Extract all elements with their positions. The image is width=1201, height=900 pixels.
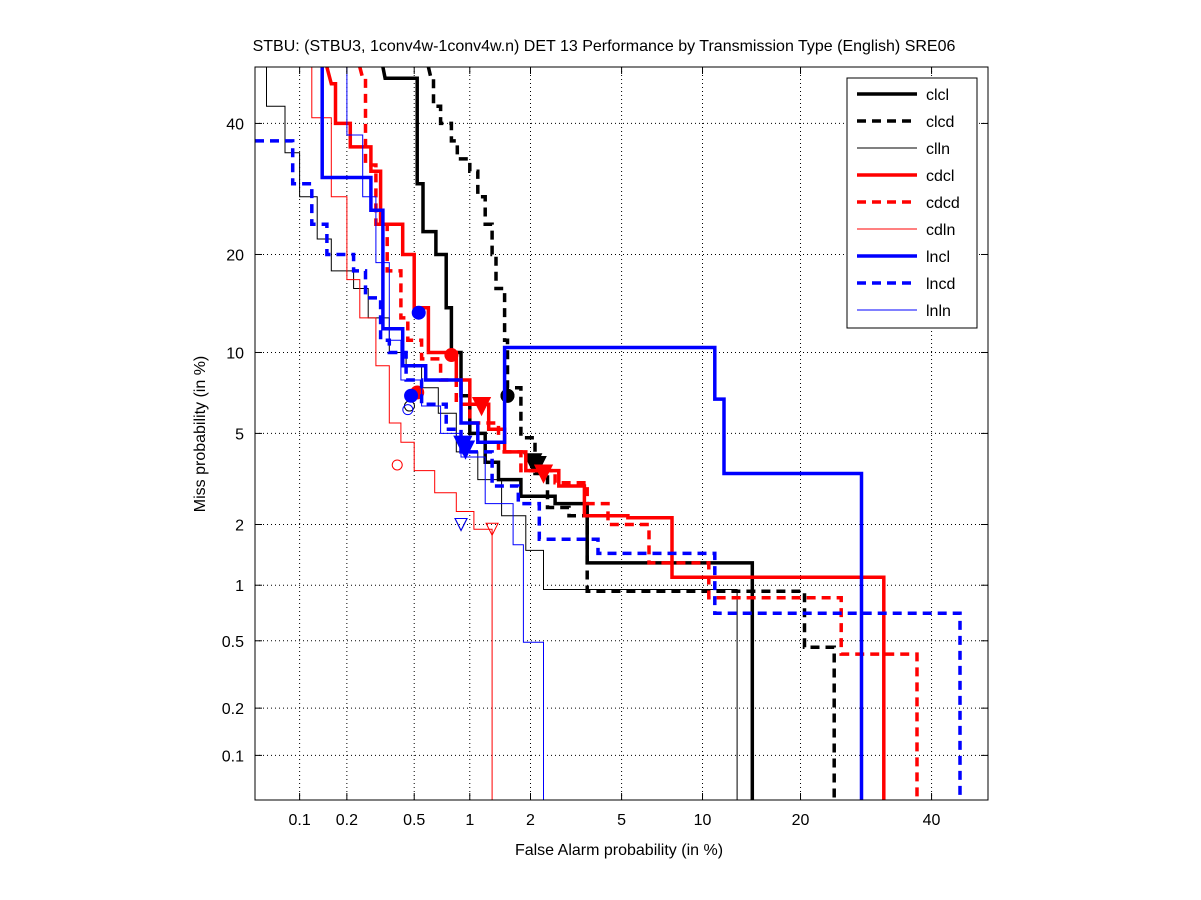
series-line-cdln: [311, 67, 493, 800]
y-axis-label: Miss probability (in %): [192, 356, 209, 512]
y-axis-ticks: 0.1 0.2 0.5 1 2 5 10 20 40: [222, 116, 988, 765]
x-tick-label: 20: [792, 812, 810, 829]
legend-label-cdcl: cdcl: [926, 168, 954, 185]
series-layer: [255, 67, 962, 800]
actual-dcf-marker-cdln: [485, 522, 499, 537]
min-dcf-marker-cdcd: [444, 348, 459, 363]
legend-label-cdcd: cdcd: [926, 195, 960, 212]
chart-title: STBU: (STBU3, 1conv4w-1conv4w.n) DET 13 …: [253, 38, 956, 55]
actual-dcf-marker-lncd: [453, 435, 473, 455]
x-tick-label: 0.2: [336, 812, 358, 829]
series-line-clln: [266, 67, 738, 800]
x-tick-label: 0.5: [403, 812, 425, 829]
y-tick-label: 0.1: [222, 748, 244, 765]
min-dcf-marker-lncl: [411, 305, 426, 320]
x-tick-label: 40: [923, 812, 941, 829]
y-tick-label: 1: [235, 578, 244, 595]
legend-label-lncl: lncl: [926, 249, 950, 266]
actual-dcf-marker-cdcd: [533, 464, 554, 484]
legend-label-clcd: clcd: [926, 114, 954, 131]
y-tick-label: 0.5: [222, 634, 244, 651]
min-dcf-marker-lnln: [402, 404, 414, 416]
legend: clcl clcd clln cdcl cdcd cdln lncl lncd lnln: [846, 77, 978, 329]
legend-label-lnln: lnln: [926, 303, 951, 320]
series-line-cdcd: [358, 67, 919, 800]
y-tick-label: 5: [235, 426, 244, 443]
legend-label-clcl: clcl: [926, 87, 949, 104]
x-tick-label: 1: [465, 812, 474, 829]
min-dcf-marker-lncd: [404, 388, 419, 403]
legend-label-lncd: lncd: [926, 276, 955, 293]
legend-label-cdln: cdln: [926, 222, 955, 239]
x-axis-ticks: 0.1 0.2 0.5 1 2 5 10 20 40: [288, 67, 941, 829]
y-tick-label: 40: [226, 116, 244, 133]
series-line-clcl: [381, 67, 755, 800]
x-tick-label: 0.1: [288, 812, 310, 829]
y-tick-label: 10: [226, 345, 244, 362]
y-tick-label: 20: [226, 247, 244, 264]
actual-dcf-marker-lnln: [454, 517, 468, 532]
x-axis-label: False Alarm probability (in %): [515, 842, 723, 859]
series-line-cdcl: [325, 67, 886, 800]
actual-dcf-marker-cdcl: [471, 397, 492, 417]
x-tick-label: 10: [694, 812, 712, 829]
series-line-lnln: [346, 67, 544, 800]
legend-label-clln: clln: [926, 141, 950, 158]
series-line-lncl: [320, 67, 864, 800]
series-line-clcd: [426, 67, 836, 800]
legend-box: [846, 77, 978, 329]
y-tick-label: 2: [235, 517, 244, 534]
x-tick-label: 2: [526, 812, 535, 829]
min-dcf-marker-cdln: [391, 459, 403, 471]
y-tick-label: 0.2: [222, 701, 244, 718]
x-tick-label: 5: [617, 812, 626, 829]
